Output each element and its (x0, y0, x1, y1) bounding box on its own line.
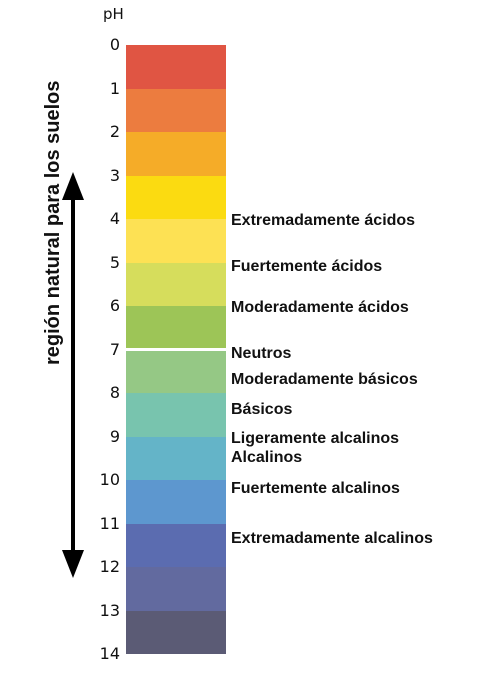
ph-tick-label: 1 (109, 78, 120, 98)
ph-tick-label: 12 (99, 557, 120, 576)
ph-scale-title: pH (103, 5, 124, 23)
ph-tick-label: 11 (99, 513, 120, 533)
ph-tick-label: 14 (99, 644, 120, 663)
soil-category-label: Fuertemente ácidos (231, 257, 383, 275)
neutral-separator (126, 348, 226, 351)
ph-tick-label: 10 (99, 470, 120, 489)
ph-tick-label: 0 (109, 35, 120, 54)
soil-category-label: Ligeramente alcalinos (231, 429, 400, 447)
soil-category-label: Extremadamente alcalinos (231, 529, 433, 547)
ph-tick-label: 2 (109, 122, 120, 141)
ph-band-0 (126, 45, 226, 89)
ph-tick-label: 4 (109, 209, 120, 228)
ph-tick-label: 6 (109, 296, 120, 315)
ph-band-1 (126, 88, 226, 132)
soil-category-label: Neutros (231, 344, 292, 362)
soil-category-label: Moderadamente básicos (231, 370, 418, 388)
double-arrow-icon (62, 172, 84, 578)
soil-category-label: Extremadamente ácidos (231, 212, 416, 229)
ph-band-4 (126, 219, 226, 263)
ph-color-bar (126, 45, 226, 655)
ph-band-3 (126, 175, 226, 219)
ph-tick-label: 8 (109, 383, 120, 402)
soil-category-label: Alcalinos (231, 449, 303, 467)
ph-tick-label: 13 (99, 600, 120, 620)
ph-band-12 (126, 567, 226, 611)
soil-category-label: Fuertemente alcalinos (231, 479, 400, 497)
ph-band-2 (126, 132, 226, 176)
ph-band-11 (126, 523, 226, 567)
ph-band-7 (126, 349, 226, 393)
ph-tick-label: 9 (109, 426, 120, 446)
ph-tick-label: 7 (109, 339, 120, 359)
ph-band-5 (126, 262, 226, 306)
ph-band-9 (126, 436, 226, 480)
soil-category-label: Básicos (231, 401, 293, 419)
ph-band-13 (126, 610, 226, 654)
ph-band-6 (126, 306, 226, 350)
soil-category-label: Moderadamente ácidos (231, 299, 409, 316)
ph-band-8 (126, 393, 226, 437)
ph-tick-label: 3 (109, 165, 120, 185)
ph-band-10 (126, 480, 226, 524)
natural-range-label: región natural para los suelos (42, 80, 64, 365)
ph-tick-label: 5 (109, 252, 120, 272)
